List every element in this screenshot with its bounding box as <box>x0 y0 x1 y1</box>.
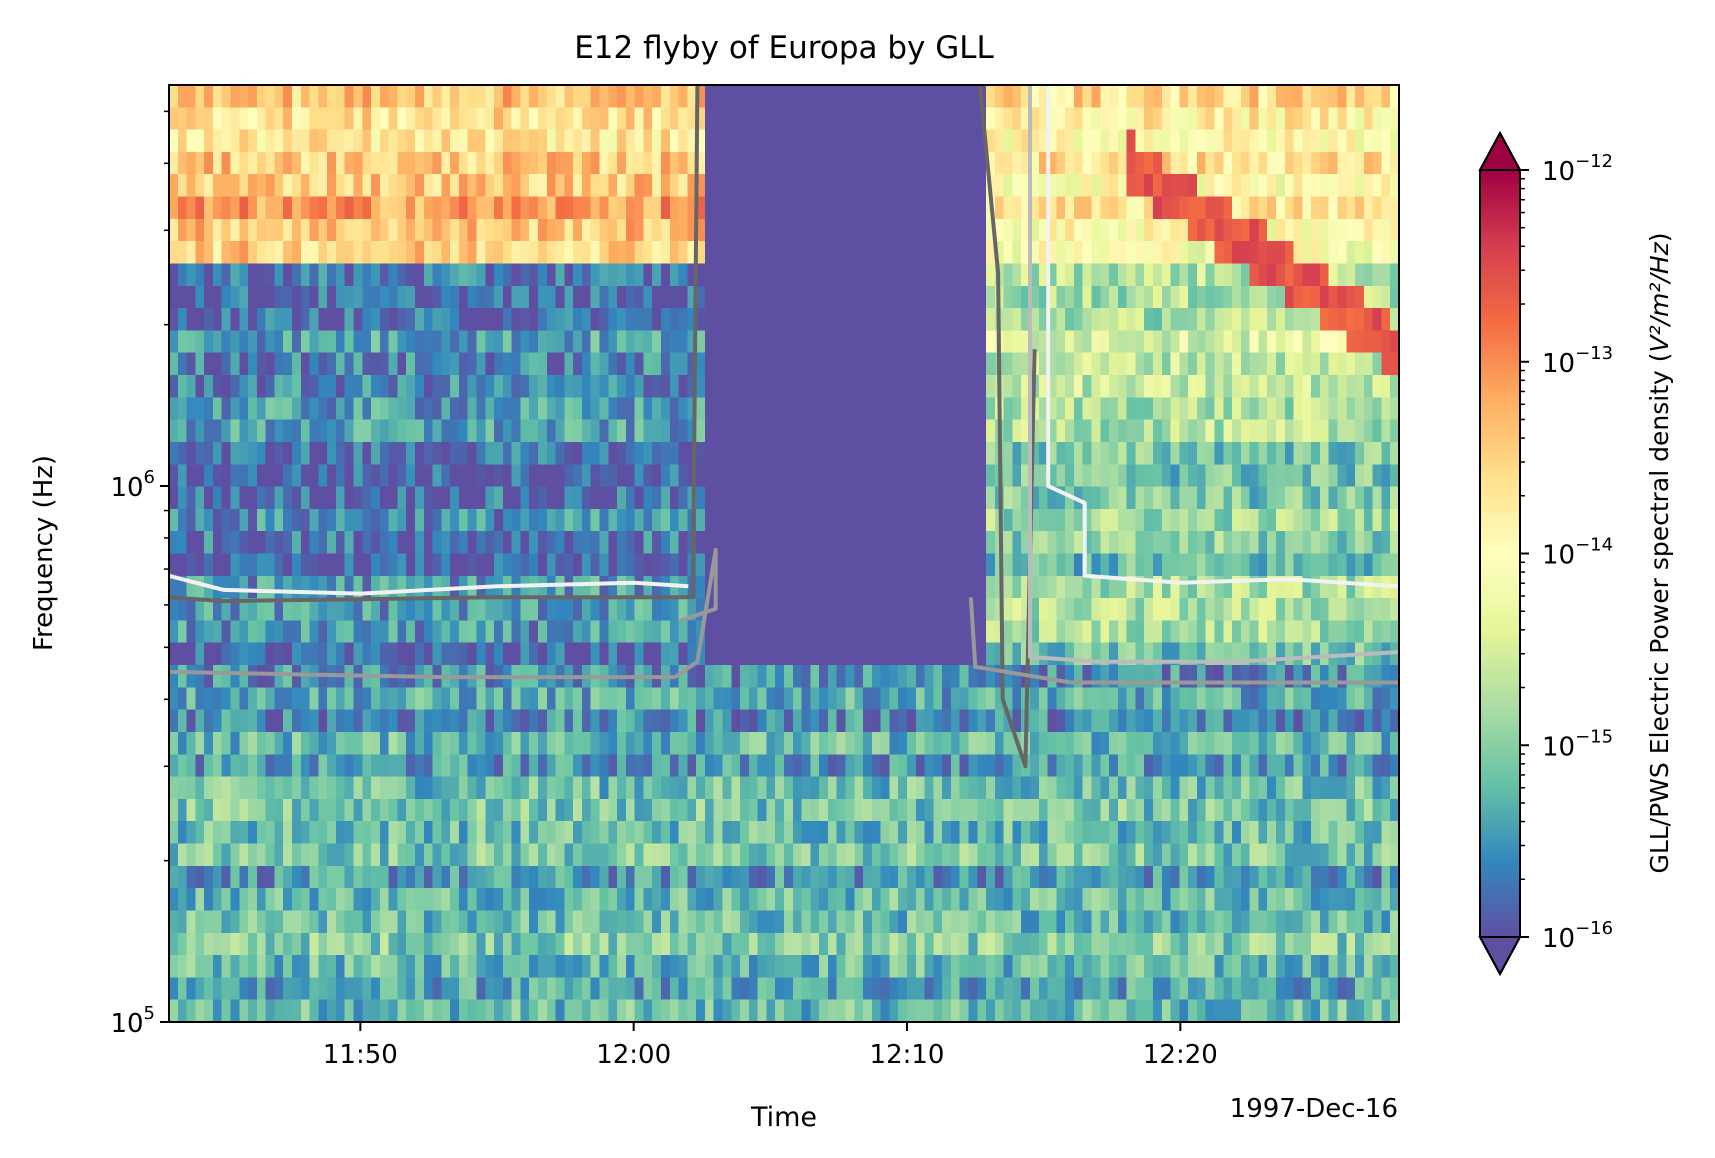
colorbar-tick-label: 10−15 <box>1542 726 1613 762</box>
colorbar-tick-label: 10−12 <box>1542 151 1613 187</box>
y-axis-label: Frequency (Hz) <box>29 455 59 651</box>
colorbar-gradient <box>1480 170 1520 937</box>
colorbar-extend-max <box>1478 130 1522 171</box>
colorbar: 10−16 10−15 10−14 10−13 10−12 GLL/PWS Electr… <box>1478 130 1674 977</box>
chart-title: E12 flyby of Europa by GLL <box>574 30 994 66</box>
colorbar-label-units: V²/m²/Hz <box>1645 241 1674 352</box>
x-tick-label: 11:50 <box>323 1040 398 1070</box>
contour-line-4 <box>968 597 1399 685</box>
contour-line-5 <box>1028 85 1399 664</box>
colorbar-ticks: 10−16 10−15 10−14 10−13 10−12 <box>1520 151 1613 954</box>
colorbar-tick-label: 10−13 <box>1542 343 1613 379</box>
colorbar-label-main: GLL/PWS Electric Power spectral density … <box>1645 352 1674 873</box>
x-axis-label: Time <box>750 1102 817 1133</box>
contour-overlay <box>169 85 1399 769</box>
colorbar-tick-label: 10−16 <box>1542 918 1613 954</box>
contour-line-1 <box>169 85 700 604</box>
colorbar-label: GLL/PWS Electric Power spectral density … <box>1645 232 1674 873</box>
x-tick-label: 12:10 <box>870 1040 945 1070</box>
x-axis-ticks: 11:50 12:00 12:10 12:20 <box>323 1022 1218 1070</box>
spectrogram-heatmap <box>169 85 1399 1022</box>
date-label: 1997-Dec-16 <box>1230 1094 1398 1124</box>
contour-line-3 <box>169 547 718 680</box>
contour-line-7 <box>1046 85 1399 589</box>
contour-line-6 <box>169 573 689 596</box>
y-tick-label: 105 <box>110 1003 155 1039</box>
x-tick-label: 12:00 <box>596 1040 671 1070</box>
x-tick-label: 12:20 <box>1143 1040 1218 1070</box>
colorbar-tick-label: 10−14 <box>1542 535 1613 571</box>
colorbar-extend-min <box>1478 936 1522 977</box>
spectrogram-area <box>169 85 1399 1022</box>
colorbar-label-close: ) <box>1645 232 1674 242</box>
plot-frame <box>168 84 1400 1023</box>
y-tick-label: 106 <box>110 467 155 503</box>
y-axis-ticks: 105 106 <box>110 110 169 1039</box>
